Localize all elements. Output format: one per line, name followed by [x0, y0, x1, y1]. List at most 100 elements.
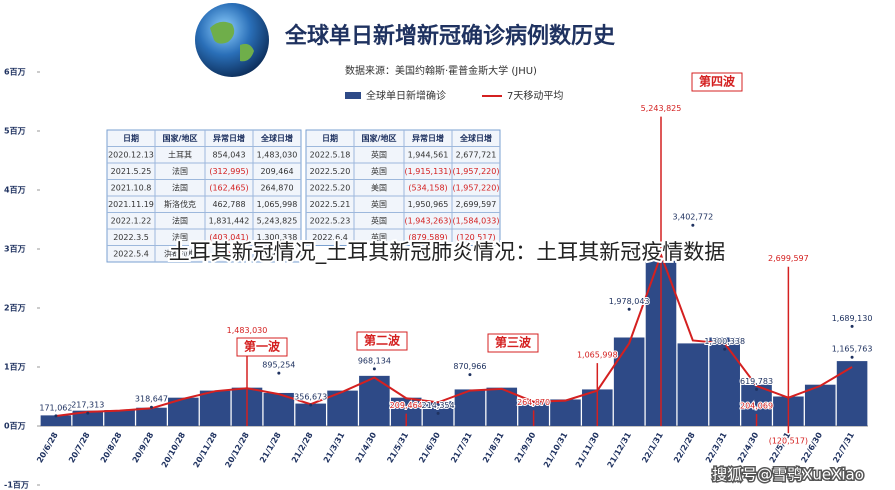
y-tick-label: 5百万	[4, 127, 26, 136]
table-cell: (1,584,033)	[453, 216, 500, 225]
y-tick-label: 4百万	[4, 186, 26, 195]
watermark: 搜狐号@雪鸮XueXiao	[712, 466, 864, 484]
table-cell: 2022.5.18	[310, 150, 351, 159]
table-header: 异常日增	[213, 133, 245, 143]
bar	[677, 343, 709, 426]
annotation-label: 1,689,130	[832, 314, 873, 323]
table-cell: (403,041)	[209, 233, 248, 242]
table-cell: 2022.1.22	[111, 216, 152, 225]
table-header: 全球日增	[260, 133, 293, 143]
legend-label: 全球单日新增确诊	[366, 89, 446, 102]
annotation-label: 1,978,043	[609, 297, 650, 306]
table-bg	[305, 129, 501, 246]
wave-box	[356, 331, 408, 351]
table-cell: (879,589)	[408, 233, 447, 242]
wave-label: 第一波	[244, 339, 281, 354]
table-header: 国家/地区	[163, 133, 198, 143]
legend-swatch	[345, 92, 361, 99]
table-header: 异常日增	[412, 133, 444, 143]
table-cell: 2022.5.21	[310, 200, 351, 209]
annotation-label: 217,313	[71, 401, 104, 410]
table-cell: 法国	[172, 215, 188, 225]
table-cell: (162,465)	[209, 183, 248, 192]
y-tick-label: 6百万	[4, 68, 26, 77]
bar	[709, 337, 740, 426]
bar	[836, 361, 868, 426]
table-cell: (1,915,131)	[405, 167, 452, 176]
table-cell: 2021.5.25	[111, 167, 152, 176]
annotation-label: 619,783	[740, 377, 773, 386]
wave-box	[691, 72, 743, 92]
annotation-point	[54, 414, 58, 418]
chart-title: 全球单日新增新冠确诊病例数历史	[284, 23, 616, 49]
wave-box	[236, 337, 288, 357]
annotation-point	[149, 405, 153, 409]
table-cell: 5,243,825	[257, 216, 298, 225]
table-cell: 法国	[172, 166, 188, 176]
annotation-label: 895,254	[262, 361, 295, 370]
y-tick-label: 0百万	[4, 422, 26, 431]
table-cell: 1,065,998	[257, 200, 298, 209]
annotation-point	[372, 367, 376, 371]
bar	[40, 415, 72, 426]
annotation-label: 171,062	[39, 403, 72, 412]
annotation-label: 318,647	[135, 395, 168, 404]
table-cell: 1,483,030	[257, 150, 298, 159]
annotation-label: 264,870	[517, 398, 550, 407]
annotation-label: 870,966	[453, 362, 486, 371]
bar	[804, 384, 836, 426]
table-cell: (1,943,263)	[405, 216, 452, 225]
table-cell: 1,831,442	[209, 216, 250, 225]
table-cell: 1,950,965	[408, 200, 449, 209]
wave-label: 第二波	[364, 333, 401, 348]
bar	[72, 410, 104, 426]
annotation-label: 1,483,030	[227, 326, 268, 335]
table-header: 国家/地区	[362, 133, 397, 143]
annotation-point	[309, 403, 313, 407]
table-cell: 英国	[371, 149, 387, 159]
annotation-label: 3,402,772	[672, 213, 713, 222]
table-cell: 2020.12.13	[108, 150, 154, 159]
bar	[550, 399, 581, 426]
annotation-label: 209,464	[390, 401, 423, 410]
table-cell: 英国	[371, 166, 387, 176]
annotation-label: 214,354	[422, 401, 455, 410]
annotation-point	[627, 307, 631, 311]
table-cell: 2021.11.19	[108, 200, 154, 209]
annotation-label: 204,069	[740, 401, 773, 410]
bar	[199, 390, 231, 426]
legend-label: 7天移动平均	[507, 89, 563, 102]
annotation-label: 5,243,825	[641, 104, 682, 113]
table-cell: 土耳其	[168, 149, 192, 159]
table-cell: 洪都拉斯	[164, 248, 196, 258]
table-cell: 法国	[172, 232, 188, 242]
table-cell: 264,870	[260, 183, 293, 192]
bar	[613, 337, 645, 426]
overlay-caption: 土耳其新冠情况_土耳其新冠肺炎情况：土耳其新冠疫情数据	[169, 240, 726, 265]
annotation-point	[723, 347, 727, 351]
table-cell: 1,944,561	[408, 150, 449, 159]
table-cell: (1,957,220)	[453, 167, 500, 176]
table-cell: 2022.6.4	[312, 233, 348, 242]
table-cell: 209,464	[260, 167, 293, 176]
annotation-point	[277, 371, 281, 375]
annotation-point	[755, 387, 759, 391]
annotation-label: 1,065,998	[577, 351, 618, 360]
bar	[136, 407, 167, 426]
wave-box	[487, 333, 539, 353]
annotation-point	[436, 411, 440, 415]
annotation-label: 2,699,597	[768, 254, 809, 263]
annotation-point	[86, 411, 90, 415]
table-cell: (312,995)	[209, 167, 248, 176]
table-cell: (534,158)	[408, 183, 447, 192]
annotation-label: 968,134	[358, 356, 391, 365]
table-cell: 法国	[172, 182, 188, 192]
table-header: 日期	[123, 133, 139, 143]
table-cell: 英国	[371, 232, 387, 242]
annotation-point	[691, 223, 695, 227]
bar	[295, 403, 326, 426]
source: 数据来源：美国约翰斯·霍普金斯大学 (JHU)	[345, 64, 537, 77]
table-header: 日期	[322, 133, 338, 143]
table-cell: 英国	[371, 199, 387, 209]
